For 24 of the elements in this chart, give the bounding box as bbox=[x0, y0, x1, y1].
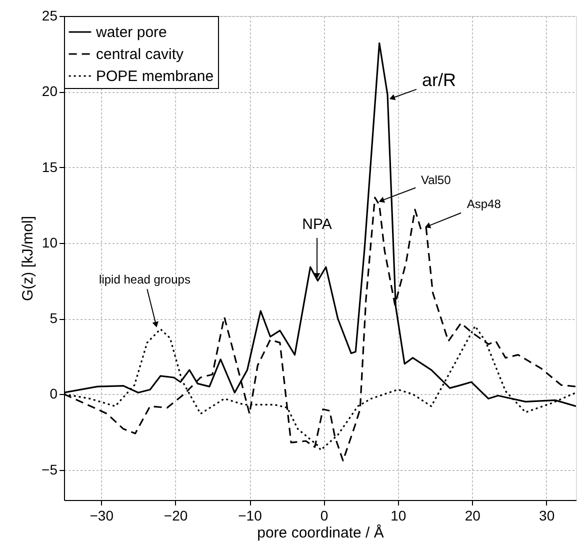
annotation: lipid head groups bbox=[99, 272, 190, 287]
x-tick-label: 20 bbox=[464, 508, 481, 524]
annotation: Asp48 bbox=[466, 196, 502, 211]
y-tick-label: −5 bbox=[42, 461, 58, 478]
x-tick-label: −10 bbox=[238, 508, 262, 524]
y-axis-title: G(z) [kJ/mol] bbox=[20, 216, 37, 301]
y-tick-label: 25 bbox=[42, 8, 58, 24]
legend-label: water pore bbox=[95, 24, 167, 41]
y-tick-label: 15 bbox=[42, 158, 58, 175]
x-tick-label: 0 bbox=[320, 508, 328, 524]
x-tick-label: 30 bbox=[539, 508, 555, 524]
y-tick-label: 0 bbox=[50, 386, 58, 402]
y-tick-label: 5 bbox=[50, 310, 58, 326]
x-axis-title: pore coordinate / Å bbox=[257, 524, 384, 542]
y-tick-label: 20 bbox=[42, 83, 58, 100]
y-tick-label: 10 bbox=[42, 234, 58, 250]
annotation: NPA bbox=[302, 216, 332, 234]
x-tick-label: 10 bbox=[390, 508, 406, 524]
annotation: ar/R bbox=[422, 70, 456, 90]
legend-label: central cavity bbox=[96, 46, 184, 63]
legend-label: POPE membrane bbox=[96, 68, 214, 85]
x-tick-label: −30 bbox=[90, 508, 114, 524]
annotation: Val50 bbox=[420, 173, 452, 188]
x-tick-label: −20 bbox=[164, 508, 188, 524]
